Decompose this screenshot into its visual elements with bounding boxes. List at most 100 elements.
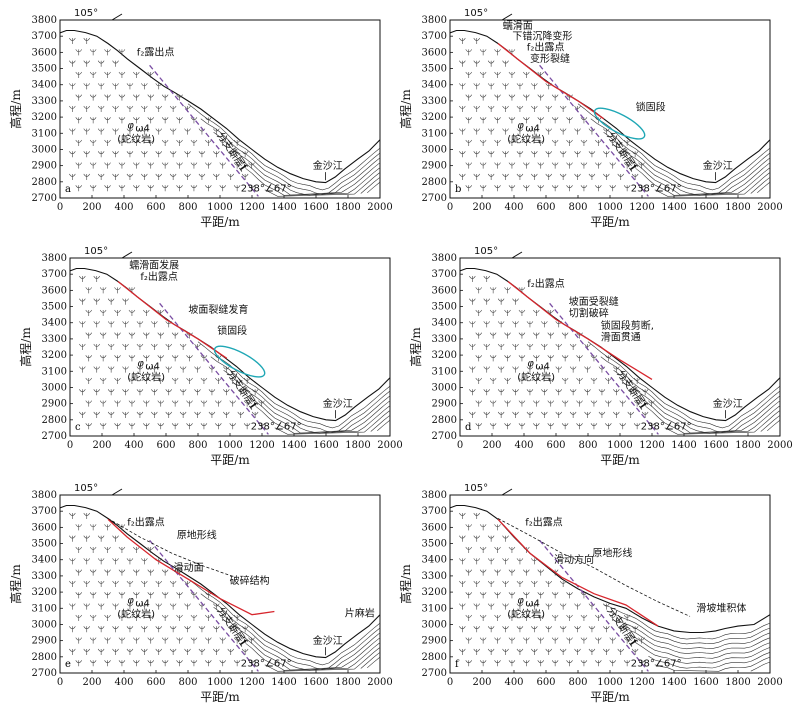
- serpentinite-mark: [79, 343, 86, 350]
- serpentinite-mark: [508, 592, 516, 599]
- slip-surface: [497, 518, 659, 627]
- serpentinite-mark: [475, 423, 483, 430]
- fault-attitude-label: 238°∠67°: [241, 659, 292, 670]
- serpentinite-mark: [545, 648, 553, 655]
- serpentinite-mark: [523, 614, 530, 621]
- serpentinite-mark: [141, 558, 148, 565]
- serpentinite-mark: [171, 332, 179, 339]
- serpentinite-mark: [161, 185, 169, 192]
- x-tick-label: 200: [482, 440, 501, 451]
- serpentinite-mark: [580, 592, 588, 599]
- y-tick-label: 3200: [422, 112, 447, 123]
- serpentinite-mark: [469, 321, 476, 328]
- serpentinite-mark: [547, 355, 555, 362]
- serpentinite-mark: [229, 377, 237, 384]
- serpentinite-mark: [227, 648, 235, 655]
- serpentinite-mark: [551, 614, 559, 621]
- creep-surface-label: 蠕滑面: [503, 20, 533, 32]
- gneiss-layer: [245, 642, 381, 671]
- y-tick-label: 3300: [32, 96, 57, 107]
- serpentinite-mark: [143, 309, 150, 317]
- x-axis-title: 平距/m: [590, 690, 630, 704]
- serpentinite-mark: [75, 569, 83, 576]
- serpentinite-mark: [233, 185, 241, 192]
- serpentinite-mark: [237, 389, 245, 396]
- serpentinite-mark: [569, 343, 577, 350]
- river-label: 金沙江: [713, 397, 743, 410]
- serpentinite-mark: [141, 105, 148, 112]
- serpentinite-mark: [459, 535, 466, 542]
- azimuth-arrow: [470, 251, 523, 259]
- serpentinite-mark: [459, 83, 466, 90]
- y-tick-label: 3600: [42, 285, 67, 296]
- serpentinite-mark: [89, 71, 97, 79]
- y-tick-label: 2700: [432, 431, 457, 442]
- serpentinite-mark: [79, 366, 86, 373]
- y-tick-label: 3100: [422, 128, 447, 139]
- serpentinite-mark: [169, 626, 177, 633]
- serpentinite-mark: [576, 355, 583, 362]
- serpentinite-mark: [561, 400, 569, 407]
- x-tick-label: 800: [178, 677, 197, 688]
- gneiss-layer: [767, 419, 781, 432]
- serpentinite-mark: [494, 117, 501, 124]
- serpentinite-mark: [104, 71, 111, 79]
- serpentinite-mark: [595, 162, 602, 169]
- serpentinite-mark: [143, 423, 150, 430]
- original-terrain-line: [107, 518, 237, 578]
- y-tick-label: 2900: [422, 636, 447, 647]
- y-tick-label: 3100: [32, 603, 57, 614]
- serpentinite-mark: [75, 614, 83, 621]
- serpentinite-mark: [114, 355, 121, 362]
- serpentinite-mark: [93, 389, 101, 396]
- serpentinite-mark: [227, 173, 235, 180]
- serpentinite-mark: [97, 60, 105, 67]
- x-axis-title: 平距/m: [200, 215, 240, 229]
- serpentinite-mark: [469, 389, 476, 396]
- serpentinite-mark: [580, 185, 588, 192]
- serpentinite-mark: [85, 309, 93, 317]
- serpentinite-mark: [112, 128, 119, 135]
- serpentinite-mark: [516, 83, 524, 90]
- serpentinite-mark: [459, 512, 466, 520]
- serpentinite-mark: [526, 321, 534, 328]
- serpentinite-mark: [147, 637, 155, 644]
- serpentinite-mark: [566, 592, 573, 599]
- serpentinite-mark: [523, 71, 530, 79]
- y-tick-label: 2800: [42, 415, 67, 426]
- serpentinite-mark: [576, 423, 583, 430]
- serpentinite-mark: [502, 580, 509, 587]
- serpentinite-mark: [623, 162, 631, 169]
- rock-left-symbol: φ: [517, 595, 524, 606]
- serpentinite-mark: [97, 151, 105, 158]
- creep-development-label: 蠕滑面发展: [129, 259, 179, 272]
- serpentinite-mark: [151, 343, 158, 350]
- x-tick-label: 1800: [735, 440, 760, 451]
- serpentinite-mark: [126, 151, 134, 158]
- y-tick-label: 2900: [32, 161, 57, 172]
- serpentinite-mark: [69, 580, 76, 587]
- serpentinite-mark: [133, 637, 140, 644]
- serpentinite-mark: [566, 162, 573, 169]
- serpentinite-mark: [179, 366, 187, 373]
- serpentinite-mark: [580, 162, 588, 169]
- serpentinite-mark: [516, 151, 524, 158]
- y-axis-title: 高程/m: [408, 327, 423, 367]
- serpentinite-mark: [502, 648, 509, 655]
- x-tick-label: 1400: [671, 440, 696, 451]
- serpentinite-mark: [487, 648, 495, 655]
- serpentinite-mark: [555, 343, 563, 350]
- serpentinite-mark: [75, 546, 83, 554]
- serpentinite-mark: [526, 366, 534, 373]
- serpentinite-mark: [459, 603, 466, 610]
- serpentinite-mark: [208, 411, 216, 418]
- gneiss-layer: [587, 341, 781, 429]
- x-tick-label: 200: [82, 677, 101, 688]
- serpentinite-mark: [508, 185, 516, 192]
- slip-surface: [107, 518, 275, 616]
- serpentinite-mark: [112, 535, 119, 542]
- serpentinite-mark: [186, 423, 193, 430]
- serpentinite-mark: [559, 128, 567, 135]
- serpentinite-mark: [155, 128, 163, 135]
- serpentinite-mark: [118, 71, 126, 79]
